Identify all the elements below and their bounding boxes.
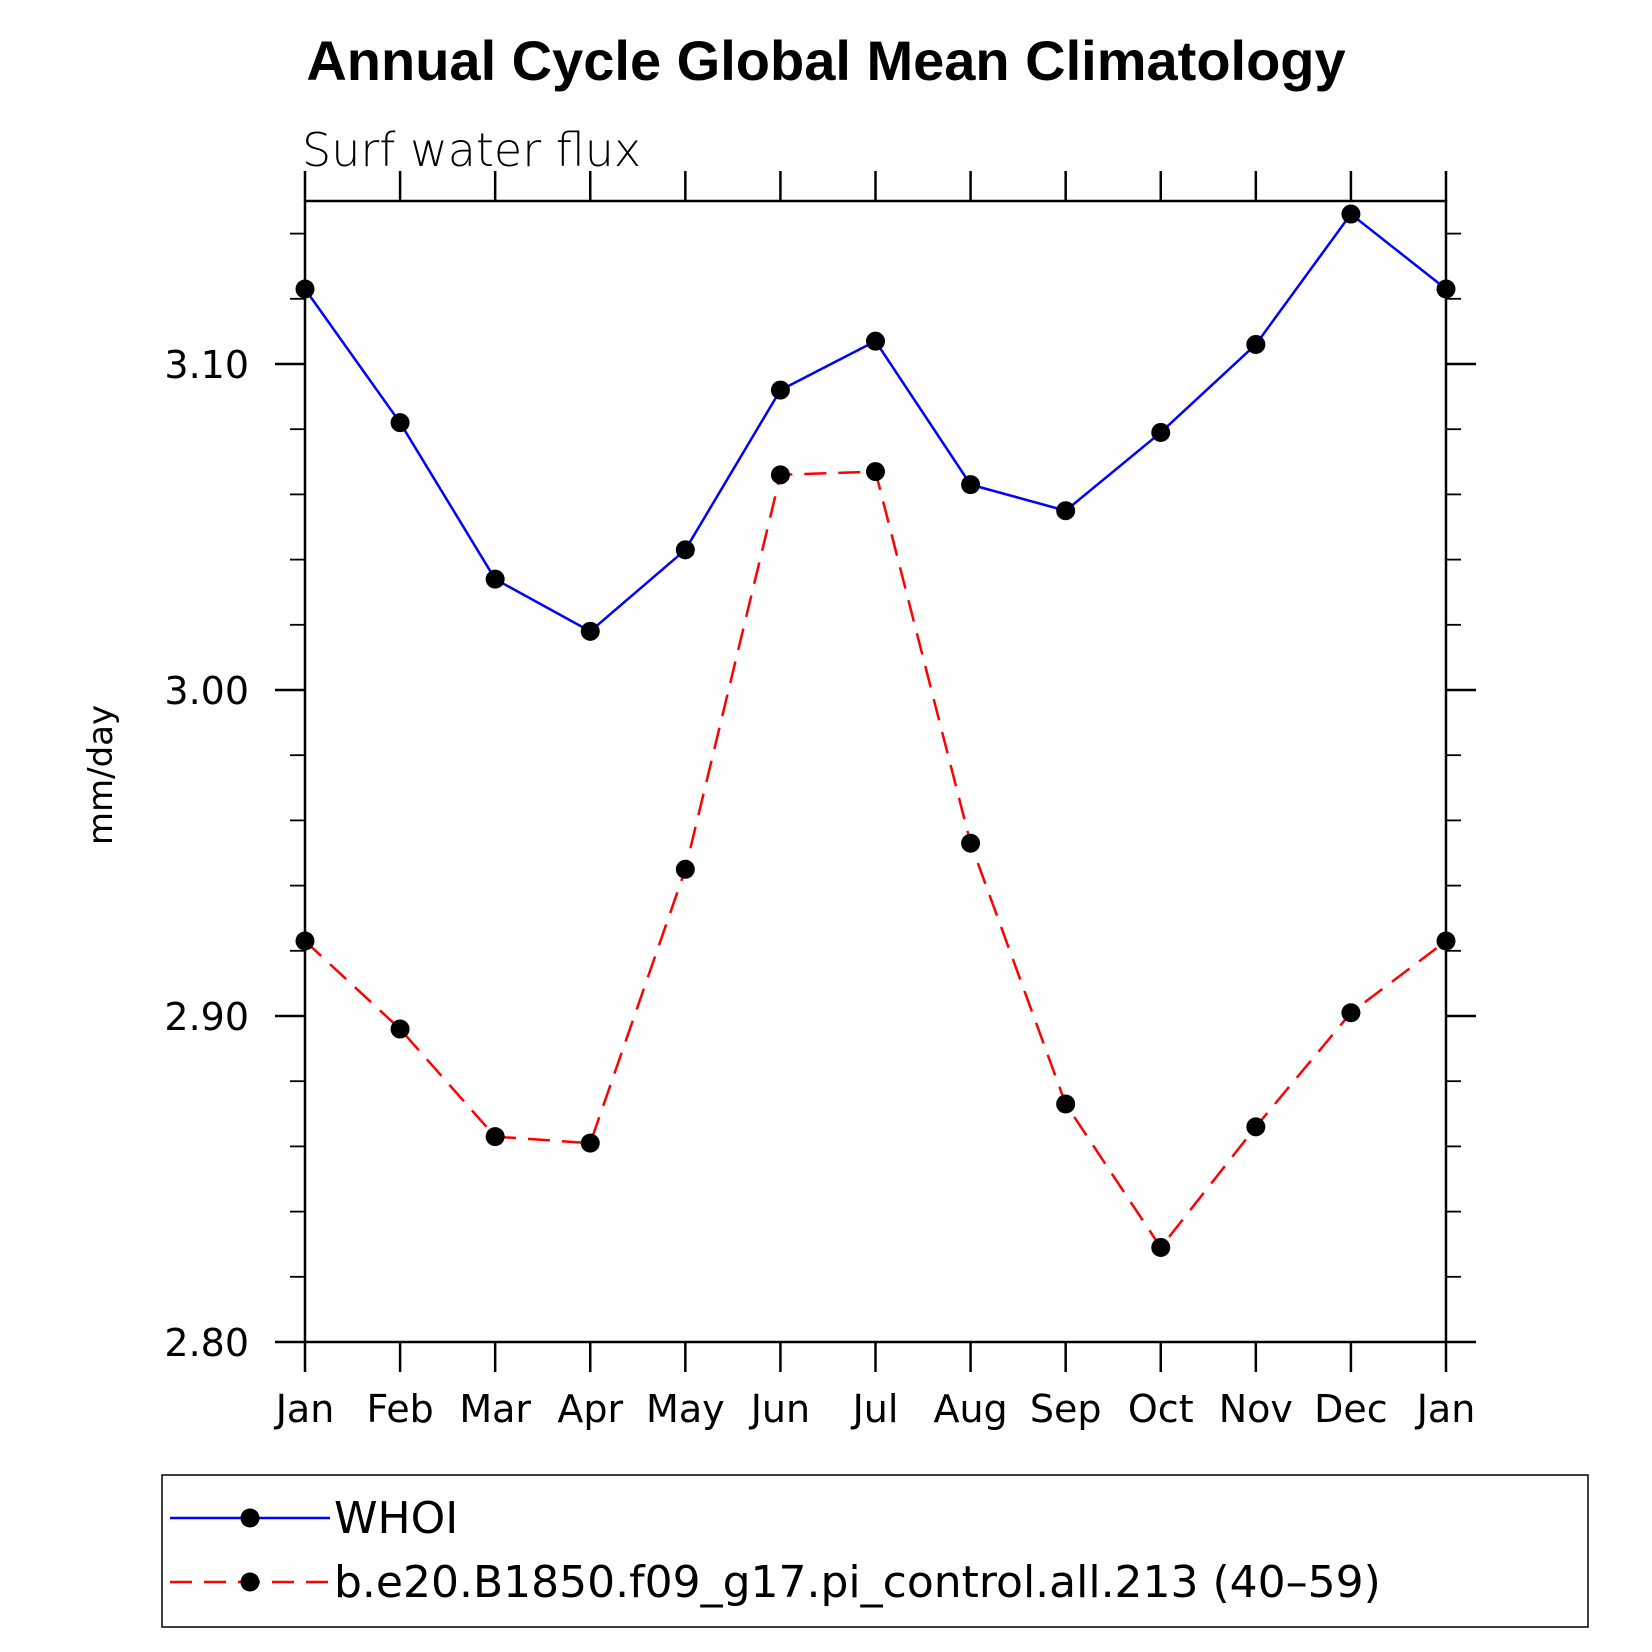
chart-subtitle: Surf water flux: [302, 123, 641, 177]
data-point: [580, 621, 600, 641]
y-tick-label: 2.90: [164, 995, 249, 1039]
plot-frame: [303, 199, 1448, 1344]
series-line-0: [303, 212, 1447, 633]
x-tick-label: Apr: [557, 1387, 623, 1431]
data-point: [1341, 204, 1361, 224]
data-point: [770, 380, 790, 400]
y-axis-label: mm/day: [81, 705, 121, 845]
data-point: [1056, 501, 1076, 521]
x-tick-label: May: [646, 1387, 725, 1431]
x-tick-label: Feb: [366, 1387, 433, 1431]
data-point: [1151, 1237, 1171, 1257]
data-point: [1436, 931, 1456, 951]
data-point: [961, 475, 981, 495]
data-point: [675, 540, 695, 560]
y-tick-label: 2.80: [164, 1321, 249, 1365]
y-tick-label: 3.10: [164, 343, 249, 387]
data-point: [1056, 1094, 1076, 1114]
legend: WHOI b.e20.B1850.f09_g17.pi_control.all.2…: [170, 1493, 1381, 1608]
data-point: [770, 465, 790, 485]
data-point: [1151, 422, 1171, 442]
x-tick-label: Dec: [1314, 1387, 1388, 1431]
x-tick-label: Aug: [933, 1387, 1007, 1431]
x-tick-label: Jan: [1415, 1387, 1476, 1431]
data-point: [1246, 1117, 1266, 1137]
legend-box: [161, 1474, 1589, 1628]
x-tick-label: Mar: [459, 1387, 531, 1431]
data-point: [1341, 1003, 1361, 1023]
data-point: [485, 569, 505, 589]
legend-marker-1: [240, 1572, 260, 1592]
data-point: [485, 1127, 505, 1147]
legend-label-1: b.e20.B1850.f09_g17.pi_control.all.213 (…: [334, 1557, 1381, 1608]
data-point: [390, 413, 410, 433]
data-point: [961, 833, 981, 853]
series-layer: [295, 204, 1456, 1257]
series-line-1: [304, 470, 1447, 1250]
legend-label-0: WHOI: [334, 1493, 458, 1544]
data-point: [295, 279, 315, 299]
data-point: [1436, 279, 1456, 299]
x-tick-label: Jan: [274, 1387, 335, 1431]
x-tick-label: Jul: [851, 1387, 899, 1431]
data-point: [866, 331, 885, 351]
axes-layer: Jan Feb Mar Apr May Jun Jul Aug Sep Oct Nov Dec Jan 2…: [164, 171, 1476, 1431]
data-point: [675, 859, 695, 879]
y-tick-label: 3.00: [164, 669, 249, 713]
chart-title: Annual Cycle Global Mean Climatology: [306, 29, 1345, 92]
data-point: [1246, 334, 1266, 354]
x-tick-label: Sep: [1030, 1387, 1102, 1431]
data-point: [390, 1019, 410, 1039]
data-point: [866, 462, 885, 482]
x-tick-label: Oct: [1128, 1387, 1194, 1431]
data-point: [295, 931, 315, 951]
x-tick-label: Nov: [1219, 1387, 1293, 1431]
x-tick-label: Jun: [749, 1387, 810, 1431]
data-point: [580, 1133, 600, 1153]
legend-marker-0: [240, 1508, 260, 1528]
